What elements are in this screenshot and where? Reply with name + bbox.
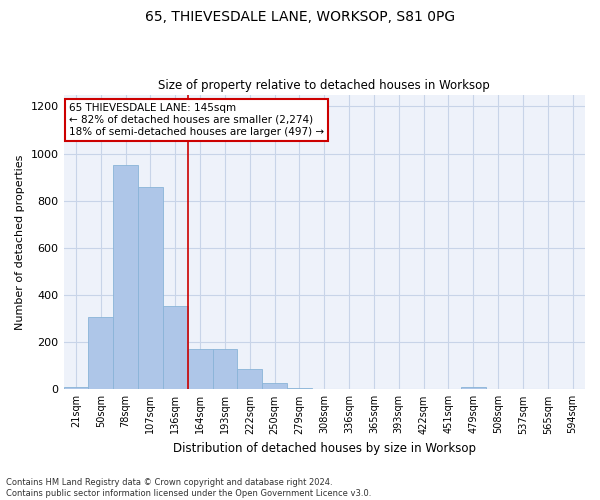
Bar	[188, 349, 212, 390]
Bar	[88, 318, 113, 390]
Bar	[64, 387, 88, 390]
Bar	[138, 186, 163, 390]
Bar	[238, 370, 262, 390]
Bar	[461, 387, 485, 390]
Text: 65, THIEVESDALE LANE, WORKSOP, S81 0PG: 65, THIEVESDALE LANE, WORKSOP, S81 0PG	[145, 10, 455, 24]
Text: Contains HM Land Registry data © Crown copyright and database right 2024.
Contai: Contains HM Land Registry data © Crown c…	[6, 478, 371, 498]
Bar	[287, 388, 312, 390]
Bar	[163, 306, 188, 390]
Title: Size of property relative to detached houses in Worksop: Size of property relative to detached ho…	[158, 79, 490, 92]
Bar	[212, 349, 238, 390]
X-axis label: Distribution of detached houses by size in Worksop: Distribution of detached houses by size …	[173, 442, 476, 455]
Bar	[113, 166, 138, 390]
Text: 65 THIEVESDALE LANE: 145sqm
← 82% of detached houses are smaller (2,274)
18% of : 65 THIEVESDALE LANE: 145sqm ← 82% of det…	[69, 104, 324, 136]
Y-axis label: Number of detached properties: Number of detached properties	[15, 154, 25, 330]
Bar	[262, 384, 287, 390]
